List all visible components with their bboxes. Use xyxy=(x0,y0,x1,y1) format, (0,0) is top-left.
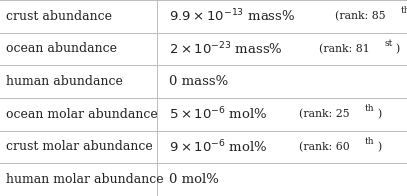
Text: th: th xyxy=(365,104,374,113)
Text: ): ) xyxy=(395,44,400,54)
Text: (rank: 85: (rank: 85 xyxy=(335,11,386,22)
Text: (rank: 81: (rank: 81 xyxy=(319,44,370,54)
Text: (rank: 25: (rank: 25 xyxy=(299,109,350,120)
Text: ): ) xyxy=(377,109,381,120)
Text: ocean abundance: ocean abundance xyxy=(6,43,117,55)
Text: human molar abundance: human molar abundance xyxy=(6,173,164,186)
Text: crust molar abundance: crust molar abundance xyxy=(6,141,153,153)
Text: human abundance: human abundance xyxy=(6,75,123,88)
Text: 0 mass%: 0 mass% xyxy=(169,75,228,88)
Text: $5\times10^{-6}$ mol%: $5\times10^{-6}$ mol% xyxy=(169,106,267,123)
Text: ocean molar abundance: ocean molar abundance xyxy=(6,108,158,121)
Text: st: st xyxy=(385,39,393,48)
Text: ): ) xyxy=(377,142,381,152)
Text: crust abundance: crust abundance xyxy=(6,10,112,23)
Text: th: th xyxy=(365,137,374,146)
Text: $2\times10^{-23}$ mass%: $2\times10^{-23}$ mass% xyxy=(169,41,282,57)
Text: th: th xyxy=(400,6,407,15)
Text: $9\times10^{-6}$ mol%: $9\times10^{-6}$ mol% xyxy=(169,139,267,155)
Text: 0 mol%: 0 mol% xyxy=(169,173,219,186)
Text: $9.9\times10^{-13}$ mass%: $9.9\times10^{-13}$ mass% xyxy=(169,8,295,25)
Text: (rank: 60: (rank: 60 xyxy=(299,142,350,152)
